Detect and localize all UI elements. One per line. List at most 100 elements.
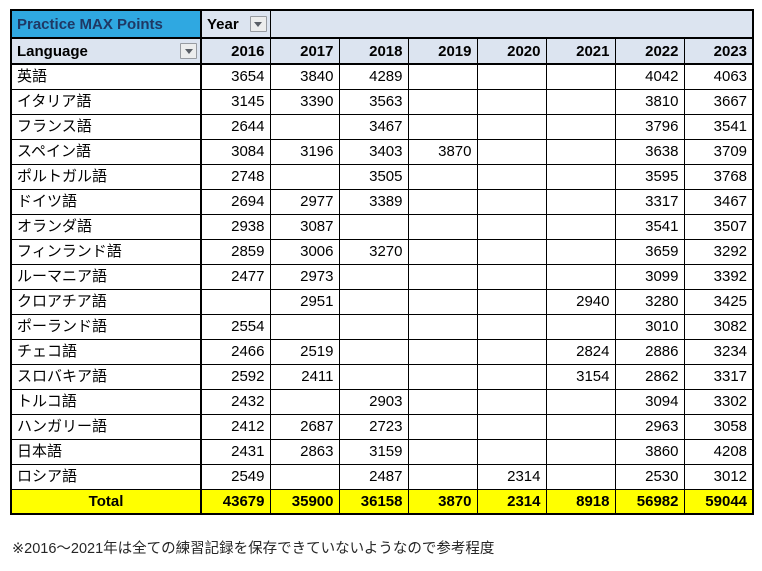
table-row: 日本語 2431 2863 3159 3860 4208 [10, 438, 754, 465]
value-cell: 2863 [269, 438, 340, 465]
value-cell [476, 363, 547, 390]
value-cell: 3654 [200, 63, 271, 90]
value-cell: 3541 [683, 113, 754, 140]
value-cell [407, 438, 478, 465]
language-label: オランダ語 [10, 213, 202, 240]
value-cell [545, 238, 616, 265]
value-cell [545, 213, 616, 240]
value-cell [338, 338, 409, 365]
year-field-cell: Year [200, 9, 271, 39]
language-label: トルコ語 [10, 388, 202, 415]
value-cell: 3099 [614, 263, 685, 290]
value-cell [407, 188, 478, 215]
value-cell [545, 188, 616, 215]
value-cell [476, 63, 547, 90]
table-row: ハンガリー語 2412 2687 2723 2963 3058 [10, 413, 754, 440]
value-cell [407, 238, 478, 265]
value-cell [269, 113, 340, 140]
language-field-label: Language [17, 42, 88, 60]
table-row: スロバキア語 2592 2411 3154 2862 3317 [10, 363, 754, 390]
value-cell: 2477 [200, 263, 271, 290]
table-row: ロシア語 2549 2487 2314 2530 3012 [10, 463, 754, 490]
table-row: スペイン語 3084 3196 3403 3870 3638 3709 [10, 138, 754, 165]
value-cell: 3392 [683, 263, 754, 290]
value-cell: 3541 [614, 213, 685, 240]
value-cell: 2592 [200, 363, 271, 390]
value-cell: 3796 [614, 113, 685, 140]
value-cell: 3317 [683, 363, 754, 390]
value-cell [338, 288, 409, 315]
value-cell: 3094 [614, 388, 685, 415]
value-cell [545, 163, 616, 190]
value-cell: 4289 [338, 63, 409, 90]
value-cell: 2466 [200, 338, 271, 365]
footnote: ※2016〜2021年は全ての練習記録を保存できていないようなので参考程度 [12, 541, 495, 557]
value-cell: 3292 [683, 238, 754, 265]
value-cell: 2824 [545, 338, 616, 365]
value-cell: 2973 [269, 263, 340, 290]
total-value-cell: 35900 [269, 488, 340, 515]
value-cell [269, 163, 340, 190]
total-value-cell: 59044 [683, 488, 754, 515]
value-cell: 3659 [614, 238, 685, 265]
value-cell: 3595 [614, 163, 685, 190]
value-cell [545, 263, 616, 290]
value-cell: 3234 [683, 338, 754, 365]
value-cell [545, 88, 616, 115]
value-cell [476, 263, 547, 290]
table-row: イタリア語 3145 3390 3563 3810 3667 [10, 88, 754, 115]
table-row: 英語 3654 3840 4289 4042 4063 [10, 63, 754, 90]
table-row: ポルトガル語 2748 3505 3595 3768 [10, 163, 754, 190]
value-cell: 3087 [269, 213, 340, 240]
value-cell [476, 88, 547, 115]
value-cell [476, 438, 547, 465]
value-cell: 4042 [614, 63, 685, 90]
table-row: トルコ語 2432 2903 3094 3302 [10, 388, 754, 415]
value-cell [545, 388, 616, 415]
value-cell [476, 388, 547, 415]
language-label: スペイン語 [10, 138, 202, 165]
language-label: ポルトガル語 [10, 163, 202, 190]
value-cell: 2519 [269, 338, 340, 365]
language-label: スロバキア語 [10, 363, 202, 390]
value-cell: 3870 [407, 138, 478, 165]
value-cell: 2554 [200, 313, 271, 340]
value-cell [545, 438, 616, 465]
language-label: フィンランド語 [10, 238, 202, 265]
value-cell: 2412 [200, 413, 271, 440]
value-cell: 2748 [200, 163, 271, 190]
language-label: ハンガリー語 [10, 413, 202, 440]
value-cell: 2644 [200, 113, 271, 140]
value-cell: 2694 [200, 188, 271, 215]
value-cell: 3403 [338, 138, 409, 165]
value-cell: 3006 [269, 238, 340, 265]
value-cell [476, 213, 547, 240]
value-cell [269, 463, 340, 490]
pivot-title-row: Practice MAX Points Year [10, 9, 754, 39]
table-row: ポーランド語 2554 3010 3082 [10, 313, 754, 340]
pivot-title: Practice MAX Points [17, 15, 163, 33]
value-cell [269, 388, 340, 415]
table-row: ドイツ語 2694 2977 3389 3317 3467 [10, 188, 754, 215]
value-cell [407, 63, 478, 90]
value-cell: 2687 [269, 413, 340, 440]
value-cell [407, 413, 478, 440]
total-value-cell: 56982 [614, 488, 685, 515]
value-cell: 3709 [683, 138, 754, 165]
value-cell: 3860 [614, 438, 685, 465]
value-cell: 3084 [200, 138, 271, 165]
value-cell [545, 463, 616, 490]
total-value-cell: 3870 [407, 488, 478, 515]
value-cell [545, 413, 616, 440]
value-cell [545, 113, 616, 140]
value-cell: 2940 [545, 288, 616, 315]
chevron-down-icon [254, 21, 262, 27]
year-column-header: 2022 [614, 37, 685, 65]
value-cell [407, 463, 478, 490]
language-filter-dropdown[interactable] [180, 43, 197, 59]
value-cell: 3810 [614, 88, 685, 115]
year-filter-dropdown[interactable] [249, 16, 267, 32]
total-label: Total [10, 488, 202, 515]
year-column-header: 2017 [269, 37, 340, 65]
value-cell: 3507 [683, 213, 754, 240]
